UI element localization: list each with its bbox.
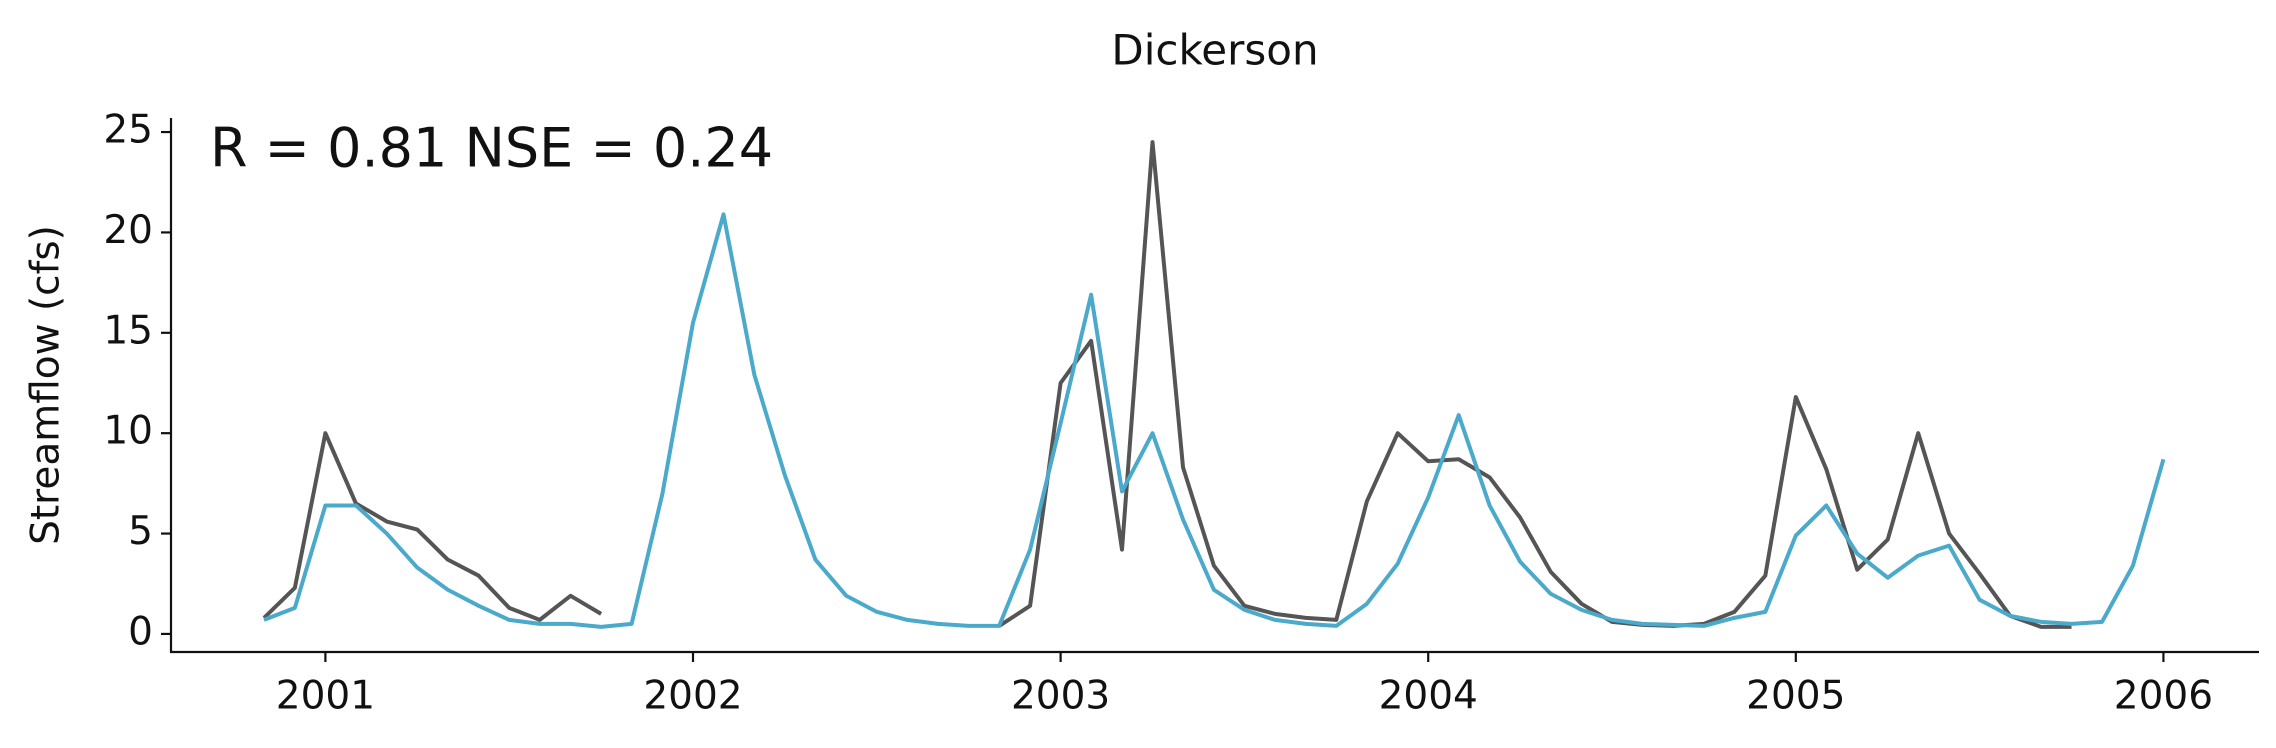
y-tick-label: 10 [103, 409, 153, 454]
y-tick-label: 0 [128, 609, 153, 654]
series-line [263, 212, 2166, 629]
y-axis-label: Streamflow (cfs) [24, 225, 69, 545]
x-tick-label: 2004 [1379, 674, 1478, 719]
chart-title: Dickerson [1111, 26, 1318, 75]
x-tick-label: 2003 [1011, 674, 1110, 719]
x-tick-label: 2002 [643, 674, 742, 719]
x-tick-label: 2001 [276, 674, 375, 719]
y-tick-label: 5 [128, 509, 153, 554]
x-tick-label: 2005 [1746, 674, 1845, 719]
series-line [262, 140, 2072, 629]
annotation: R = 0.81 NSE = 0.24 [210, 117, 773, 180]
x-tick-label: 2006 [2114, 674, 2213, 719]
y-tick-label: 20 [103, 208, 153, 253]
y-tick-label: 25 [103, 108, 153, 153]
y-tick-label: 15 [103, 308, 153, 353]
